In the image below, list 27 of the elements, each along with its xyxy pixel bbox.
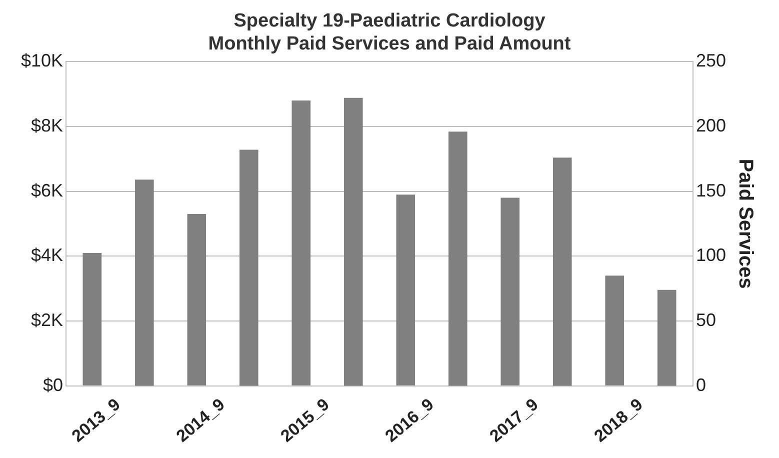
- y2-tick-label: 200: [696, 115, 726, 136]
- bar: [500, 198, 520, 386]
- y-tick-label: $0: [43, 374, 64, 395]
- chart-subtitle: Monthly Paid Services and Paid Amount: [208, 33, 572, 54]
- y-tick-label: $4K: [31, 245, 64, 266]
- y-tick-label: $10K: [20, 50, 64, 71]
- y-tick-label: $6K: [31, 180, 64, 200]
- y2-tick-label: 100: [696, 245, 726, 266]
- bar: [187, 214, 206, 386]
- y2-tick-label: 50: [696, 310, 716, 330]
- bar: [344, 98, 363, 386]
- bar: [82, 252, 102, 386]
- y2-tick-label: 250: [696, 50, 726, 71]
- y2-tick-label: 0: [696, 374, 706, 395]
- bar: [239, 150, 258, 386]
- chart-title: Specialty 19-Paediatric Cardiology: [234, 10, 546, 32]
- bar: [292, 100, 311, 386]
- bar: [605, 276, 624, 386]
- y-tick-label: $8K: [31, 115, 64, 136]
- bar: [135, 180, 154, 386]
- bar: [657, 290, 676, 386]
- bar: [552, 158, 572, 386]
- y2-axis-title: Paid Services: [734, 158, 756, 289]
- y2-tick-label: 150: [696, 180, 726, 200]
- bar: [448, 132, 468, 386]
- y-tick-label: $2K: [31, 310, 64, 330]
- bar: [396, 194, 416, 386]
